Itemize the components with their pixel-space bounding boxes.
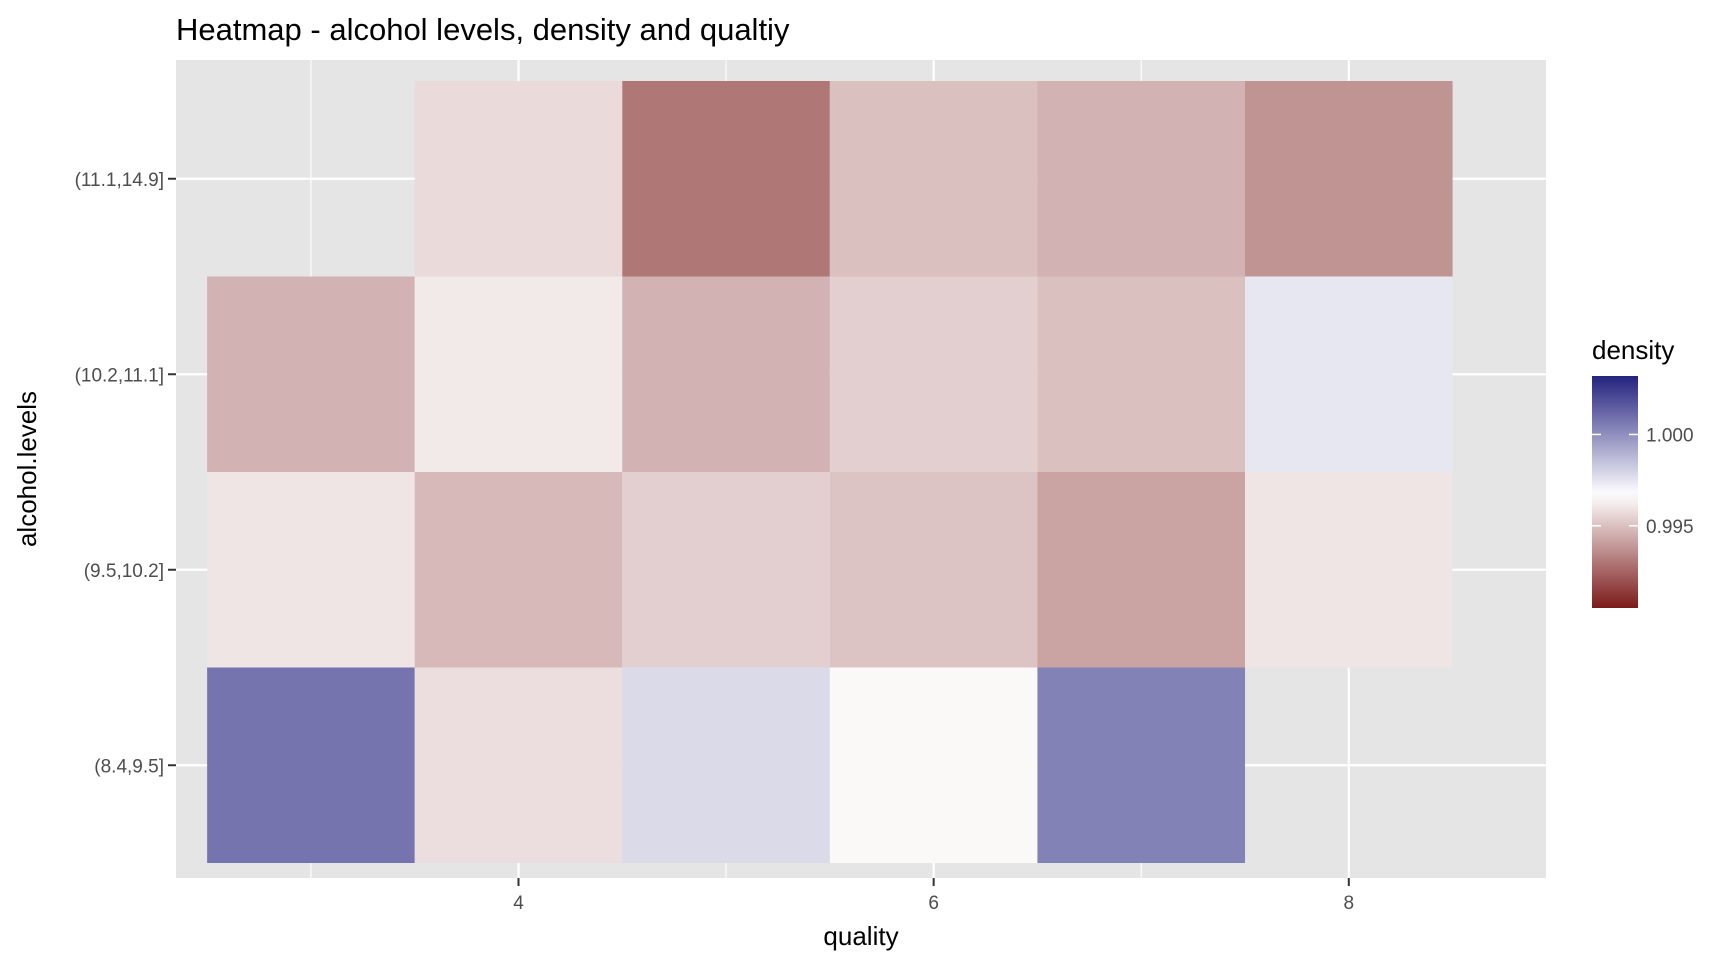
heatmap-cell [829, 667, 1038, 863]
legend-tick-label: 0.995 [1646, 517, 1694, 538]
x-axis-title: quality [823, 921, 898, 951]
heatmap-cell [207, 472, 415, 668]
color-legend: density 0.995 1.000 [1592, 335, 1694, 608]
heatmap-cell [1245, 472, 1453, 668]
chart-title: Heatmap - alcohol levels, density and qu… [176, 12, 790, 47]
y-axis-title: alcohol.levels [12, 391, 42, 547]
heatmap-cell [622, 276, 830, 472]
heatmap-cell [1037, 81, 1246, 277]
x-tick-label: 8 [1344, 893, 1355, 914]
x-tick-label: 6 [928, 893, 939, 914]
heatmap-cell [414, 667, 623, 863]
x-axis: 4 6 8 [513, 878, 1354, 914]
y-axis: (8.4,9.5] (9.5,10.2] (10.2,11.1] (11.1,14.9… [75, 170, 176, 777]
y-tick-label: (11.1,14.9] [75, 170, 164, 191]
heatmap-cell [622, 472, 830, 668]
heatmap-cell [1037, 472, 1246, 668]
y-tick-label: (10.2,11.1] [75, 365, 164, 386]
x-tick-label: 4 [513, 893, 524, 914]
heatmap-cell [1037, 276, 1246, 472]
heatmap-cell [622, 81, 830, 277]
legend-color-bar [1592, 376, 1638, 608]
heatmap-cell [207, 667, 415, 863]
heatmap-cell [829, 472, 1038, 668]
heatmap-cell [1037, 667, 1246, 863]
heatmap-cell [829, 81, 1038, 277]
heatmap-cell [829, 276, 1038, 472]
heatmap-cell [1245, 276, 1453, 472]
y-tick-label: (9.5,10.2] [84, 561, 164, 582]
legend-tick-label: 1.000 [1646, 425, 1694, 446]
legend-title: density [1592, 335, 1674, 365]
heatmap-cell [414, 472, 623, 668]
heatmap-cell [1245, 81, 1453, 277]
legend-ticks: 0.995 1.000 [1592, 425, 1694, 538]
heatmap-cell [414, 81, 623, 277]
heatmap-cell [414, 276, 623, 472]
y-tick-label: (8.4,9.5] [94, 756, 164, 777]
heatmap-cell [622, 667, 830, 863]
heatmap-cell [207, 276, 415, 472]
heatmap-cells [207, 81, 1453, 863]
